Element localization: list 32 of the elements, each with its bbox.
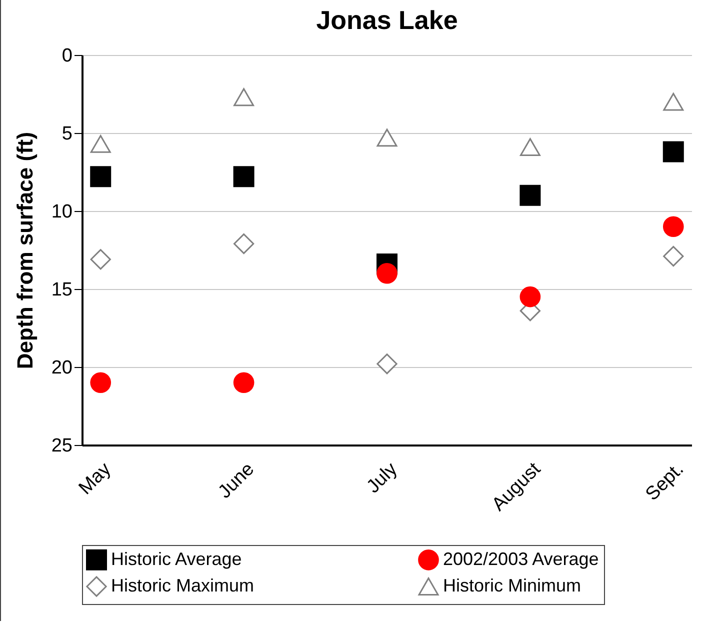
y-tick-label: 5 [62, 124, 72, 144]
chart-title: Jonas Lake [316, 5, 458, 35]
x-tick-label: May [75, 458, 116, 500]
y-tick-label: 0 [62, 46, 72, 66]
point [90, 372, 112, 393]
y-axis-title: Depth from surface (ft) [12, 132, 38, 370]
point [376, 263, 398, 284]
point [663, 246, 684, 267]
point [233, 233, 254, 254]
y-tick-label: 25 [51, 436, 72, 456]
y-tick-label: 20 [51, 358, 72, 378]
point [662, 216, 684, 237]
point [520, 286, 541, 308]
legend-label: Historic Minimum [443, 576, 582, 596]
legend-label: Historic Average [111, 548, 242, 569]
x-tick-label: July [362, 458, 402, 498]
point [233, 372, 254, 393]
point [663, 92, 684, 111]
point [90, 249, 111, 270]
point [520, 138, 540, 156]
point [234, 88, 254, 106]
point [520, 184, 541, 206]
point [662, 141, 684, 162]
legend-label: 2002/2003 Average [443, 548, 599, 569]
legend-label: Historic Maximum [111, 576, 254, 596]
point [90, 134, 111, 153]
point [233, 166, 254, 188]
point [376, 128, 398, 147]
y-tick-label: 15 [51, 280, 72, 300]
y-tick-label: 10 [51, 202, 72, 222]
point [376, 354, 398, 374]
point [90, 166, 112, 188]
